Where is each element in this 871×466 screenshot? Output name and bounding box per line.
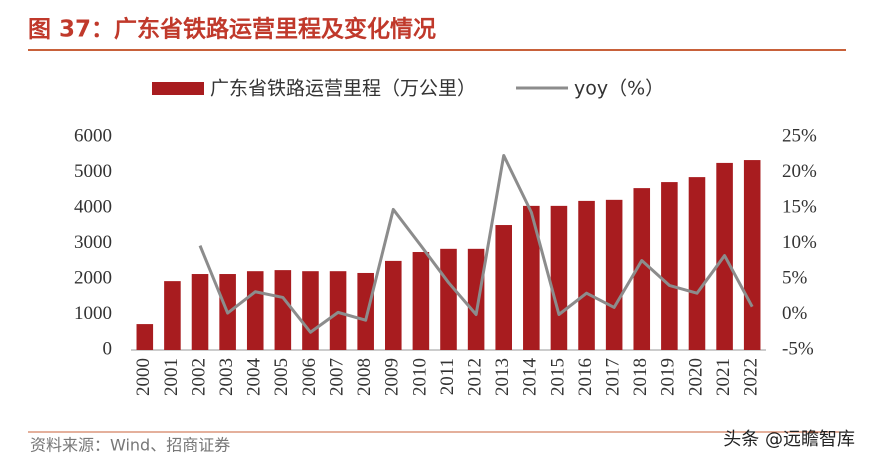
bar bbox=[523, 205, 540, 350]
x-tick-label: 2020 bbox=[685, 358, 706, 396]
x-tick-label: 2005 bbox=[271, 358, 292, 396]
bar bbox=[688, 177, 706, 350]
bar bbox=[633, 188, 651, 350]
bar bbox=[329, 271, 347, 350]
bar bbox=[605, 199, 623, 350]
y2-tick-label: 0% bbox=[782, 303, 808, 324]
bar bbox=[246, 271, 264, 350]
y-tick-label: 2000 bbox=[74, 267, 112, 288]
x-tick-label: 2021 bbox=[713, 358, 734, 396]
x-tick-label: 2022 bbox=[741, 358, 762, 396]
watermark: 头条 @远瞻智库 bbox=[723, 429, 855, 450]
bar bbox=[661, 182, 678, 350]
x-tick-label: 2003 bbox=[216, 358, 237, 396]
line bbox=[198, 153, 754, 334]
x-tick-label: 2014 bbox=[520, 358, 541, 397]
x-tick-label: 2019 bbox=[658, 358, 679, 396]
bar bbox=[743, 160, 761, 350]
bar bbox=[357, 272, 374, 350]
y-tick-label: 1000 bbox=[74, 303, 112, 324]
bar bbox=[136, 324, 154, 350]
y-tick-label: 4000 bbox=[74, 196, 112, 217]
x-tick-label: 2012 bbox=[464, 358, 485, 396]
bar bbox=[578, 200, 595, 350]
source: 资料来源：Wind、招商证券 bbox=[30, 436, 230, 455]
bar bbox=[302, 271, 319, 350]
x-tick-label: 2013 bbox=[492, 358, 513, 396]
y2-tick-label: -5% bbox=[782, 338, 814, 359]
bar bbox=[467, 248, 485, 350]
x-tick-label: 2010 bbox=[409, 358, 430, 396]
x-tick-label: 2017 bbox=[603, 358, 624, 396]
legend-label: 广东省铁路运营里程（万公里） bbox=[210, 78, 476, 100]
x-tick-label: 2000 bbox=[133, 358, 154, 396]
bar bbox=[550, 205, 568, 350]
x-tick-label: 2006 bbox=[299, 358, 320, 396]
y-tick-label: 0 bbox=[103, 338, 113, 359]
bar bbox=[412, 252, 430, 350]
bar bbox=[495, 225, 512, 350]
x-tick-label: 2004 bbox=[244, 358, 265, 397]
bar bbox=[385, 260, 402, 350]
x-tick-label: 2016 bbox=[575, 358, 596, 396]
legend-swatch bbox=[152, 82, 204, 95]
y-tick-label: 6000 bbox=[74, 125, 112, 146]
y2-tick-label: 5% bbox=[782, 267, 808, 288]
y2-tick-label: 15% bbox=[782, 196, 817, 217]
bar bbox=[440, 248, 457, 350]
x-tick-label: 2001 bbox=[161, 358, 182, 396]
y-tick-label: 3000 bbox=[74, 232, 112, 253]
x-tick-label: 2011 bbox=[437, 358, 458, 395]
x-tick-label: 2008 bbox=[354, 358, 375, 396]
x-tick-label: 2009 bbox=[382, 358, 403, 396]
y2-tick-label: 25% bbox=[782, 125, 817, 146]
bar bbox=[164, 281, 181, 350]
x-tick-label: 2015 bbox=[547, 358, 568, 396]
bar bbox=[191, 274, 209, 350]
y-tick-label: 5000 bbox=[74, 161, 112, 182]
x-tick-label: 2007 bbox=[326, 358, 347, 396]
title: 图 37：广东省铁路运营里程及变化情况 bbox=[28, 16, 436, 43]
bar bbox=[274, 270, 292, 350]
x-tick-label: 2018 bbox=[630, 358, 651, 396]
legend-label: yoy（%） bbox=[574, 78, 664, 100]
x-tick-label: 2002 bbox=[188, 358, 209, 396]
y2-tick-label: 10% bbox=[782, 232, 817, 253]
y2-tick-label: 20% bbox=[782, 161, 817, 182]
